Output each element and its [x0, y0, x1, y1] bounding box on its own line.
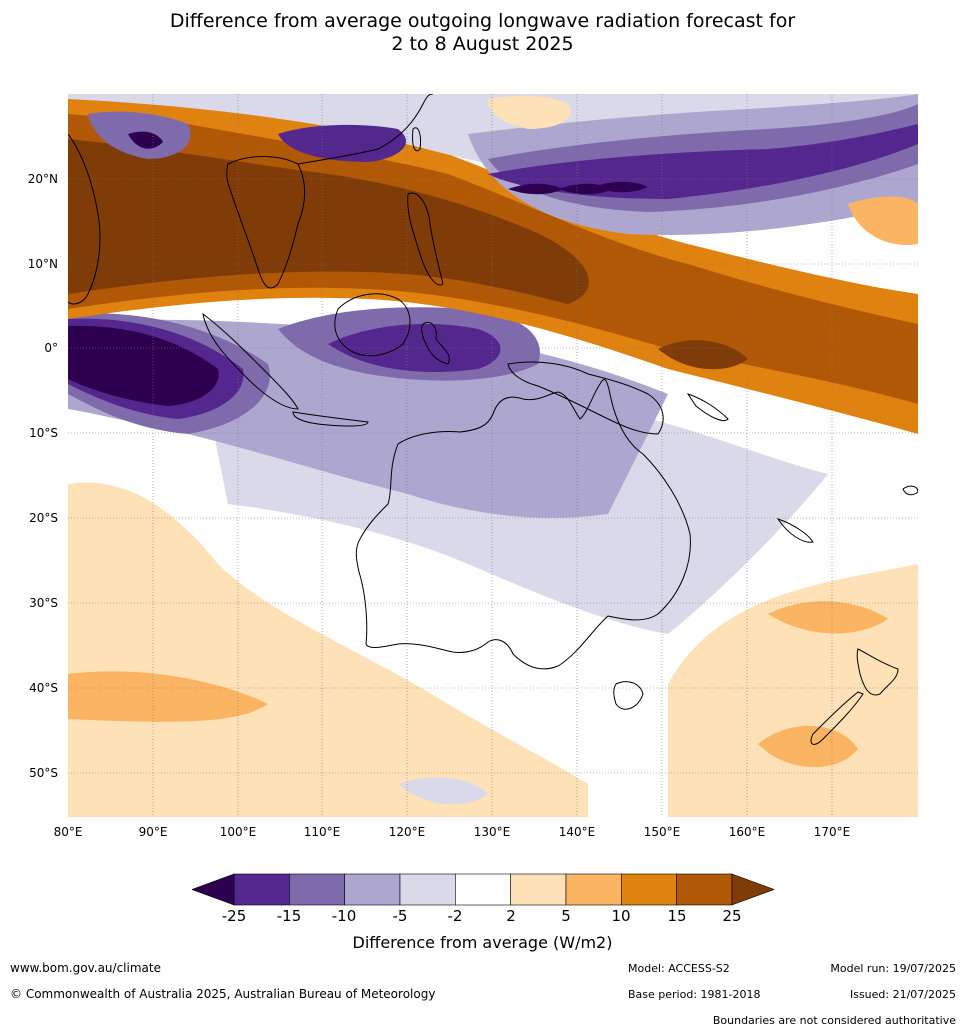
lon-label-110e: 110°E — [303, 825, 341, 839]
philippines-coastline — [407, 192, 444, 286]
coastlines — [68, 94, 918, 745]
colorbar-swatch — [510, 873, 567, 906]
fiji-coastline — [902, 485, 918, 496]
lon-label-120e: 120°E — [388, 825, 426, 839]
graticule — [68, 94, 918, 817]
anomaly-region-maritime-dark-purple — [328, 324, 501, 373]
borneo-coastline — [334, 293, 411, 357]
lat-label-20s: 20°S — [29, 511, 58, 525]
java-coastline — [292, 411, 369, 427]
colorbar-tick-label: 10 — [611, 907, 631, 925]
lon-label-150e: 150°E — [643, 825, 681, 839]
colorbar-swatch — [676, 873, 733, 906]
lon-label-90e: 90°E — [138, 825, 168, 839]
anomaly-region-south-light-orange — [68, 482, 588, 817]
anomaly-region-indian-ocean-darkest — [68, 325, 219, 406]
colorbar-swatch — [455, 873, 511, 906]
anomaly-region-south-china-purple — [278, 124, 407, 162]
sulawesi-coastline — [421, 321, 450, 365]
new-guinea-coastline — [507, 361, 664, 435]
india-sri-lanka-coastline — [68, 133, 101, 305]
colorbar-swatch — [344, 873, 401, 906]
lat-label-30s: 30°S — [29, 596, 58, 610]
chart-title: Difference from average outgoing longwav… — [0, 10, 965, 56]
colorbar-under-arrow — [192, 873, 235, 906]
base-period-text: Base period: 1981-2018 — [628, 988, 761, 1001]
lon-label-160e: 160°E — [728, 825, 766, 839]
model-run-text: Model run: 19/07/2025 — [830, 962, 956, 975]
taiwan-coastline — [412, 127, 421, 152]
tasmania-coastline — [613, 681, 644, 710]
lat-label-10s: 10°S — [29, 426, 58, 440]
map-canvas — [68, 94, 918, 817]
lon-label-140e: 140°E — [558, 825, 596, 839]
colorbar-tick-label: 5 — [561, 907, 571, 925]
colorbar-tick-label: -25 — [221, 907, 247, 925]
colorbar — [192, 873, 774, 906]
anomaly-region-ne-light-orange — [488, 95, 571, 129]
anomaly-region-nw-pacific-dark-purple — [488, 124, 918, 199]
lat-label-20n: 20°N — [27, 172, 58, 186]
title-line-2: 2 to 8 August 2025 — [391, 33, 574, 55]
anomaly-region-tasman-orange — [758, 725, 858, 768]
lat-label-40s: 40°S — [29, 681, 58, 695]
australia-coastline — [355, 379, 691, 670]
colorbar-title: Difference from average (W/m2) — [352, 933, 613, 952]
new-caledonia-coastline — [776, 518, 814, 543]
lon-label-80e: 80°E — [53, 825, 83, 839]
anomaly-region-south-lavender-patch — [398, 777, 488, 805]
colorbar-tick-label: 2 — [506, 907, 516, 925]
new-zealand-north-coastline — [856, 648, 899, 696]
colorbar-swatch — [565, 873, 622, 906]
solomon-islands-coastline — [686, 393, 729, 421]
colorbar-swatch — [399, 873, 456, 906]
colorbar-swatches — [192, 873, 774, 906]
anomaly-region-southwest-orange — [68, 671, 268, 722]
anomaly-region-bay-bengal-darkest — [128, 131, 163, 149]
colorbar-tick-label: -10 — [331, 907, 357, 925]
lat-label-50s: 50°S — [29, 766, 58, 780]
anomaly-region-east-orange — [848, 196, 918, 245]
anomaly-region-se-orange — [768, 601, 888, 634]
colorbar-swatch — [621, 873, 677, 906]
lon-label-100e: 100°E — [219, 825, 257, 839]
colorbar-tick-label: -15 — [276, 907, 302, 925]
issued-text: Issued: 21/07/2025 — [849, 988, 956, 1001]
lat-label-10n: 10°N — [27, 257, 58, 271]
anomaly-region-northern-darkest-brown — [68, 139, 589, 304]
colorbar-tick-label: -2 — [447, 907, 463, 925]
anomaly-map — [68, 94, 918, 817]
title-line-1: Difference from average outgoing longwav… — [169, 10, 796, 32]
lat-label-equator: 0° — [44, 341, 58, 355]
colorbar-over-arrow — [731, 873, 774, 906]
sumatra-coastline — [202, 312, 299, 410]
colorbar-tick-label: 25 — [722, 907, 742, 925]
colorbar-swatch — [289, 873, 345, 906]
copyright-text: © Commonwealth of Australia 2025, Austra… — [10, 987, 436, 1001]
indochina-coastline — [226, 156, 306, 289]
colorbar-tick-label: -5 — [392, 907, 408, 925]
model-text: Model: ACCESS-S2 — [628, 962, 730, 975]
lon-label-130e: 130°E — [473, 825, 511, 839]
lon-label-170e: 170°E — [813, 825, 851, 839]
colorbar-swatch — [233, 873, 290, 906]
china-coast — [297, 94, 434, 165]
anomaly-region-pacific-brown-core — [658, 340, 748, 370]
colorbar-tick-label: 15 — [667, 907, 687, 925]
boundaries-note: Boundaries are not considered authoritat… — [712, 1014, 956, 1027]
website-link[interactable]: www.bom.gov.au/climate — [10, 961, 161, 975]
new-zealand-south-coastline — [810, 691, 864, 745]
anomaly-region-nw-pacific-darkest — [508, 181, 648, 195]
